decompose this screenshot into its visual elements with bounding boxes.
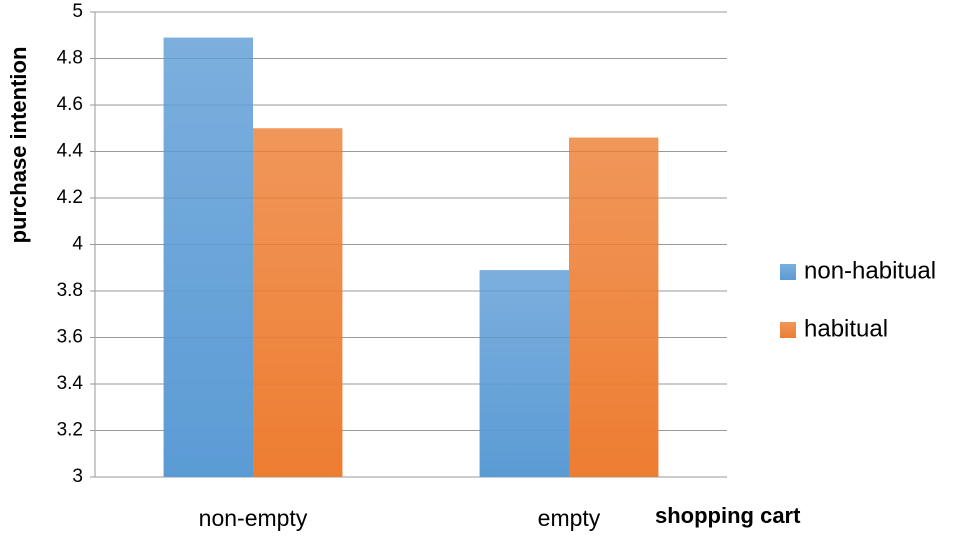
y-tick-label: 5 xyxy=(72,1,83,22)
y-tick-label: 4.8 xyxy=(57,48,83,69)
y-axis-title: purchase intention xyxy=(6,47,31,244)
y-tick-label: 3.6 xyxy=(57,327,83,348)
y-tick-label: 4.6 xyxy=(57,94,83,115)
legend-swatch xyxy=(780,264,796,280)
x-tick-label: empty xyxy=(538,505,601,531)
bar xyxy=(479,270,569,477)
bar xyxy=(163,37,253,477)
legend-label: habitual xyxy=(804,315,888,342)
y-tick-label: 3.4 xyxy=(57,373,84,394)
bar xyxy=(253,128,343,477)
bar xyxy=(569,137,659,478)
x-axis-title: shopping cart xyxy=(655,503,801,528)
x-tick-label: non-empty xyxy=(199,505,308,531)
y-tick-label: 3.2 xyxy=(57,420,83,441)
legend-label: non-habitual xyxy=(804,257,936,284)
y-tick-label: 4.2 xyxy=(57,187,83,208)
legend-swatch xyxy=(780,322,796,338)
y-tick-label: 3 xyxy=(72,466,83,487)
y-tick-label: 4 xyxy=(72,234,83,255)
y-tick-label: 3.8 xyxy=(57,280,83,301)
y-tick-label: 4.4 xyxy=(57,141,84,162)
